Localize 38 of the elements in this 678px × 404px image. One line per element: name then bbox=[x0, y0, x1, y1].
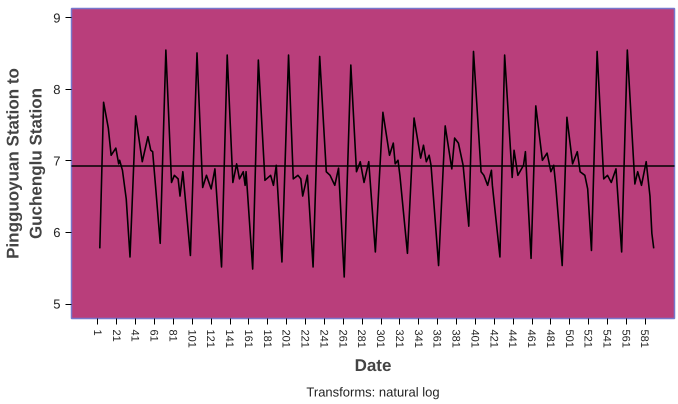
y-tick-label: 6 bbox=[53, 225, 61, 240]
x-tick-label: 581 bbox=[638, 330, 650, 348]
x-tick-label: 281 bbox=[355, 330, 368, 348]
x-tick-label: 501 bbox=[562, 330, 575, 348]
x-tick-label: 481 bbox=[544, 330, 556, 348]
x-tick-label: 301 bbox=[374, 330, 386, 348]
y-tick-label: 8 bbox=[53, 82, 61, 97]
x-tick-label: 401 bbox=[468, 330, 480, 348]
x-tick-label: 461 bbox=[525, 330, 538, 348]
x-tick-label: 261 bbox=[336, 330, 348, 348]
y-axis-title: Pingguoyuan Station to Guchenglu Station bbox=[3, 68, 46, 259]
x-tick-label: 1 bbox=[90, 330, 103, 336]
x-tick-label: 81 bbox=[166, 330, 178, 342]
x-tick-label: 521 bbox=[582, 330, 594, 348]
x-tick-label: 41 bbox=[128, 330, 141, 342]
x-tick-label: 101 bbox=[185, 330, 198, 348]
x-tick-label: 141 bbox=[223, 330, 236, 348]
x-tick-label: 421 bbox=[487, 330, 500, 348]
x-tick-label: 361 bbox=[430, 330, 443, 348]
y-tick-label: 9 bbox=[53, 10, 61, 26]
x-tick-label: 201 bbox=[280, 330, 292, 348]
x-tick-label: 241 bbox=[317, 330, 330, 348]
y-tick-label: 7 bbox=[53, 153, 61, 168]
text: Transforms: natural log bbox=[306, 384, 440, 400]
x-axis-title: Date bbox=[354, 356, 392, 375]
x-tick-label: 221 bbox=[298, 330, 311, 348]
x-tick-label: 61 bbox=[148, 330, 160, 342]
y-tick-label: 5 bbox=[53, 296, 61, 312]
x-tick-label: 121 bbox=[204, 330, 216, 348]
x-tick-label: 161 bbox=[242, 330, 254, 348]
x-tick-label: 441 bbox=[506, 330, 518, 348]
x-tick-label: 541 bbox=[600, 330, 612, 348]
x-tick-label: 21 bbox=[110, 330, 122, 342]
x-tick-label: 341 bbox=[412, 330, 424, 348]
x-tick-label: 561 bbox=[619, 330, 632, 348]
x-tick-label: 321 bbox=[392, 330, 405, 348]
x-tick-label: 181 bbox=[260, 330, 273, 348]
x-tick-label: 381 bbox=[450, 330, 462, 348]
